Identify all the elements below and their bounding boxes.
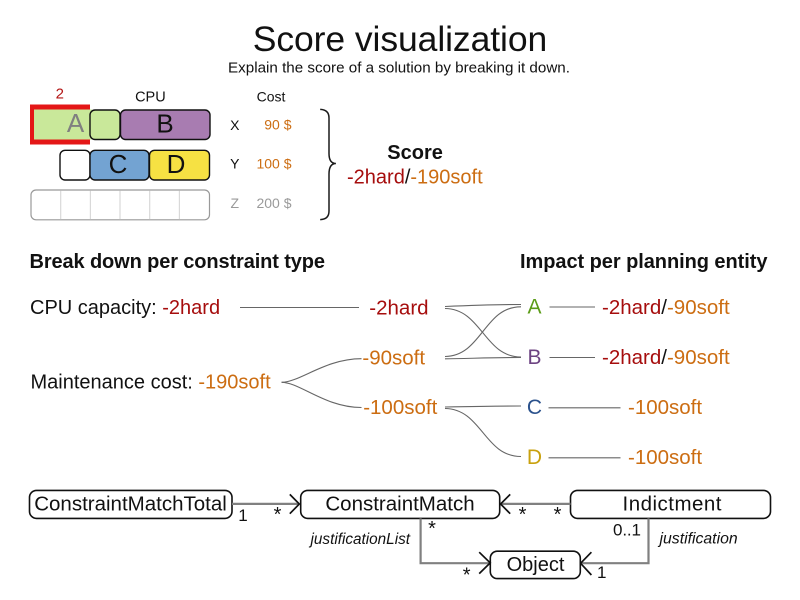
svg-text:ConstraintMatch: ConstraintMatch xyxy=(325,493,474,516)
svg-text:Y: Y xyxy=(230,156,240,172)
svg-text:justification: justification xyxy=(658,531,738,548)
svg-text:*: * xyxy=(519,504,527,526)
svg-text:Score visualization: Score visualization xyxy=(253,19,548,59)
svg-text:C: C xyxy=(527,396,542,419)
svg-text:Score: Score xyxy=(387,142,443,164)
svg-text:ConstraintMatchTotal: ConstraintMatchTotal xyxy=(34,493,227,516)
svg-text:*: * xyxy=(554,504,562,526)
svg-text:2: 2 xyxy=(56,85,64,102)
svg-text:D: D xyxy=(167,149,186,179)
svg-text:C: C xyxy=(109,149,128,179)
svg-text:Explain the score of a solutio: Explain the score of a solution by break… xyxy=(228,60,570,77)
svg-text:*: * xyxy=(274,504,282,526)
svg-text:Cost: Cost xyxy=(257,88,286,104)
svg-text:CPU capacity: -2hard: CPU capacity: -2hard xyxy=(30,297,220,319)
svg-text:D: D xyxy=(527,446,542,469)
svg-text:90 $: 90 $ xyxy=(264,116,291,132)
svg-text:-100soft: -100soft xyxy=(363,396,437,419)
svg-text:Object: Object xyxy=(507,554,565,576)
svg-text:Z: Z xyxy=(231,195,240,211)
svg-text:-2hard: -2hard xyxy=(369,297,428,320)
svg-text:Impact per planning entity: Impact per planning entity xyxy=(520,251,768,273)
svg-text:0..1: 0..1 xyxy=(613,521,641,540)
svg-text:B: B xyxy=(156,109,173,139)
svg-text:1: 1 xyxy=(597,563,606,582)
svg-text:-2hard/-90soft: -2hard/-90soft xyxy=(602,296,730,319)
svg-text:-100soft: -100soft xyxy=(628,396,702,419)
svg-text:1: 1 xyxy=(238,506,247,525)
svg-text:-100soft: -100soft xyxy=(628,446,702,469)
svg-text:200 $: 200 $ xyxy=(256,195,291,211)
svg-text:100 $: 100 $ xyxy=(256,155,291,171)
svg-text:A: A xyxy=(527,296,541,319)
svg-text:justificationList: justificationList xyxy=(309,531,411,548)
svg-text:*: * xyxy=(428,518,436,540)
svg-text:-2hard/-190soft: -2hard/-190soft xyxy=(347,167,483,189)
svg-text:Break down per constraint type: Break down per constraint type xyxy=(30,251,326,273)
svg-text:*: * xyxy=(463,565,471,587)
svg-text:X: X xyxy=(230,117,240,133)
svg-text:A: A xyxy=(67,108,85,138)
svg-text:Indictment: Indictment xyxy=(623,493,722,516)
svg-text:-2hard/-90soft: -2hard/-90soft xyxy=(602,346,730,369)
svg-text:-90soft: -90soft xyxy=(362,347,425,370)
svg-text:CPU: CPU xyxy=(135,89,166,105)
svg-text:B: B xyxy=(527,346,541,369)
svg-text:Maintenance cost: -190soft: Maintenance cost: -190soft xyxy=(31,372,272,394)
